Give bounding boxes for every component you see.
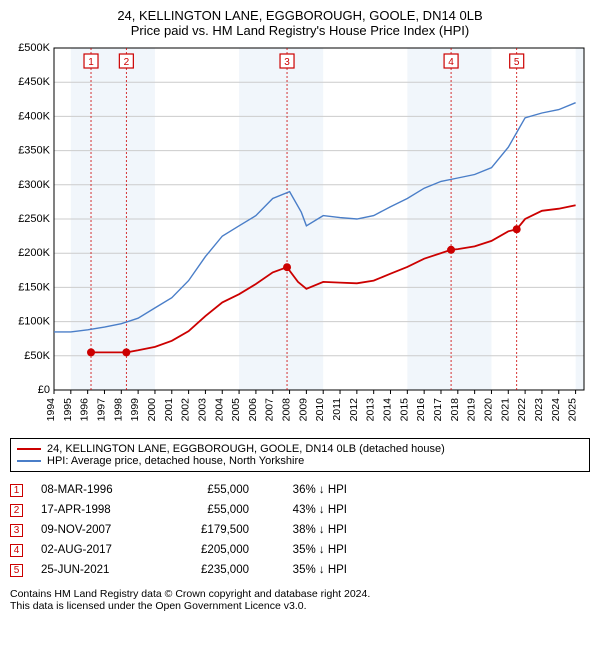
tx-marker: 5 bbox=[10, 564, 23, 577]
svg-text:2006: 2006 bbox=[247, 398, 259, 422]
legend-label-property: 24, KELLINGTON LANE, EGGBOROUGH, GOOLE, … bbox=[47, 443, 445, 455]
svg-text:2005: 2005 bbox=[230, 398, 242, 422]
tx-marker: 2 bbox=[10, 504, 23, 517]
tx-price: £205,000 bbox=[169, 544, 249, 556]
tx-marker: 1 bbox=[10, 484, 23, 497]
tx-marker: 3 bbox=[10, 524, 23, 537]
table-row: 5 25-JUN-2021 £235,000 35% ↓ HPI bbox=[10, 560, 590, 580]
svg-text:1998: 1998 bbox=[112, 398, 124, 422]
tx-date: 25-JUN-2021 bbox=[41, 564, 151, 576]
svg-text:£200K: £200K bbox=[18, 247, 50, 259]
svg-text:£450K: £450K bbox=[18, 76, 50, 88]
price-chart: £0 £50K £100K £150K £200K £250K £300K £350K £400… bbox=[10, 42, 590, 432]
tx-pct: 43% ↓ HPI bbox=[267, 504, 347, 516]
svg-text:2018: 2018 bbox=[449, 398, 461, 422]
svg-text:2017: 2017 bbox=[432, 398, 444, 422]
tx-marker: 4 bbox=[10, 544, 23, 557]
svg-text:1997: 1997 bbox=[95, 398, 107, 422]
svg-text:2024: 2024 bbox=[550, 398, 562, 422]
svg-text:2023: 2023 bbox=[533, 398, 545, 422]
table-row: 4 02-AUG-2017 £205,000 35% ↓ HPI bbox=[10, 540, 590, 560]
svg-text:2010: 2010 bbox=[314, 398, 326, 422]
svg-text:£400K: £400K bbox=[18, 110, 50, 122]
svg-text:2013: 2013 bbox=[365, 398, 377, 422]
svg-text:2009: 2009 bbox=[297, 398, 309, 422]
svg-text:1999: 1999 bbox=[129, 398, 141, 422]
svg-text:2002: 2002 bbox=[180, 398, 192, 422]
chart-title-subtitle: Price paid vs. HM Land Registry's House … bbox=[10, 23, 590, 38]
tx-pct: 36% ↓ HPI bbox=[267, 484, 347, 496]
svg-text:1: 1 bbox=[88, 57, 94, 68]
tx-price: £55,000 bbox=[169, 504, 249, 516]
tx-price: £55,000 bbox=[169, 484, 249, 496]
svg-text:£150K: £150K bbox=[18, 281, 50, 293]
tx-pct: 35% ↓ HPI bbox=[267, 544, 347, 556]
table-row: 2 17-APR-1998 £55,000 43% ↓ HPI bbox=[10, 500, 590, 520]
svg-text:2025: 2025 bbox=[567, 398, 579, 422]
table-row: 3 09-NOV-2007 £179,500 38% ↓ HPI bbox=[10, 520, 590, 540]
svg-text:£350K: £350K bbox=[18, 145, 50, 157]
svg-text:2020: 2020 bbox=[482, 398, 494, 422]
attribution: Contains HM Land Registry data © Crown c… bbox=[10, 588, 590, 612]
legend-swatch-property bbox=[17, 448, 41, 450]
svg-text:5: 5 bbox=[514, 57, 520, 68]
svg-text:£100K: £100K bbox=[18, 316, 50, 328]
svg-text:1995: 1995 bbox=[62, 398, 74, 422]
tx-date: 02-AUG-2017 bbox=[41, 544, 151, 556]
svg-text:2021: 2021 bbox=[499, 398, 511, 422]
svg-text:2012: 2012 bbox=[348, 398, 360, 422]
table-row: 1 08-MAR-1996 £55,000 36% ↓ HPI bbox=[10, 480, 590, 500]
attribution-line2: This data is licensed under the Open Gov… bbox=[10, 600, 590, 612]
tx-date: 08-MAR-1996 bbox=[41, 484, 151, 496]
svg-text:1994: 1994 bbox=[45, 398, 57, 422]
legend-label-hpi: HPI: Average price, detached house, Nort… bbox=[47, 455, 304, 467]
svg-text:2007: 2007 bbox=[264, 398, 276, 422]
legend: 24, KELLINGTON LANE, EGGBOROUGH, GOOLE, … bbox=[10, 438, 590, 472]
transactions-table: 1 08-MAR-1996 £55,000 36% ↓ HPI 2 17-APR-1998… bbox=[10, 480, 590, 580]
svg-text:£500K: £500K bbox=[18, 42, 50, 54]
svg-text:£250K: £250K bbox=[18, 213, 50, 225]
svg-text:2016: 2016 bbox=[415, 398, 427, 422]
svg-text:3: 3 bbox=[284, 57, 290, 68]
svg-text:2019: 2019 bbox=[466, 398, 478, 422]
tx-date: 17-APR-1998 bbox=[41, 504, 151, 516]
svg-text:2000: 2000 bbox=[146, 398, 158, 422]
svg-text:2003: 2003 bbox=[196, 398, 208, 422]
tx-date: 09-NOV-2007 bbox=[41, 524, 151, 536]
svg-text:£50K: £50K bbox=[24, 350, 50, 362]
tx-pct: 35% ↓ HPI bbox=[267, 564, 347, 576]
svg-text:2004: 2004 bbox=[213, 398, 225, 422]
tx-pct: 38% ↓ HPI bbox=[267, 524, 347, 536]
svg-text:2001: 2001 bbox=[163, 398, 175, 422]
svg-text:2011: 2011 bbox=[331, 398, 343, 421]
chart-title-address: 24, KELLINGTON LANE, EGGBOROUGH, GOOLE, … bbox=[10, 8, 590, 23]
svg-text:2008: 2008 bbox=[281, 398, 293, 422]
tx-price: £179,500 bbox=[169, 524, 249, 536]
svg-text:1996: 1996 bbox=[79, 398, 91, 422]
svg-text:2014: 2014 bbox=[382, 398, 394, 422]
svg-text:2022: 2022 bbox=[516, 398, 528, 422]
tx-price: £235,000 bbox=[169, 564, 249, 576]
svg-text:£0: £0 bbox=[38, 384, 50, 396]
svg-text:2: 2 bbox=[124, 57, 130, 68]
svg-text:£300K: £300K bbox=[18, 179, 50, 191]
legend-swatch-hpi bbox=[17, 460, 41, 462]
svg-text:2015: 2015 bbox=[398, 398, 410, 422]
attribution-line1: Contains HM Land Registry data © Crown c… bbox=[10, 588, 590, 600]
svg-text:4: 4 bbox=[448, 57, 454, 68]
